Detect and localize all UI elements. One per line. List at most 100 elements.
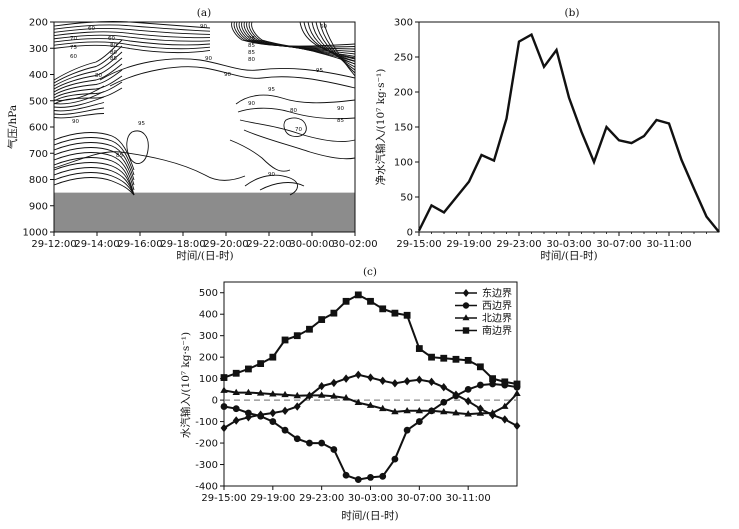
panel-c-west-boundary-marker (257, 412, 265, 420)
panel-c-legend-label: 北边界 (482, 313, 512, 325)
panel-c-west-boundary-marker (318, 439, 326, 447)
panel-c-south-boundary-marker (415, 345, 423, 352)
panel-c-west-boundary-marker (367, 474, 374, 481)
panel-b-y-tick-label: 0 (407, 228, 413, 239)
panel-a-contour-label: 60 (108, 36, 115, 42)
panel-a-contour-label: 90 (224, 72, 231, 78)
panel-a-contour-line (53, 151, 246, 181)
panel-a-y-tick-label: 700 (29, 149, 48, 160)
panel-c-y-tick-label: 0 (212, 396, 218, 407)
panel-c-legend-marker (462, 302, 470, 309)
panel-c-west-boundary-marker (354, 476, 362, 483)
panel-c-north-boundary-marker (342, 394, 350, 401)
panel-a-contour-line (311, 21, 356, 68)
panel-c-south-boundary-marker (452, 355, 460, 363)
panel-c-east-boundary-marker (379, 376, 387, 385)
panel-a-contour-line (53, 39, 123, 81)
panel-c-north-boundary-marker (501, 402, 509, 409)
panel-a-contour-label: 75 (70, 45, 77, 51)
panel-a-contour-line (53, 57, 123, 90)
panel-a-y-tick-label: 800 (29, 175, 48, 186)
panel-c-east-boundary-marker (391, 379, 399, 388)
panel-c-legend-label: 西边界 (482, 300, 512, 312)
panel-c-east-boundary-marker (403, 377, 411, 386)
panel-c-south-boundary-marker (464, 356, 472, 364)
panel-c-west-boundary-marker (415, 418, 423, 425)
panel-b-x-label: 时间/(日-时) (540, 249, 597, 262)
panel-a-contour-line (233, 21, 356, 48)
panel-c-west-boundary-marker (452, 392, 460, 400)
panel-c-south-boundary-marker (245, 365, 252, 373)
panel-c-west-boundary-marker (391, 455, 399, 463)
panel-c-east-boundary-marker (269, 408, 277, 418)
panel-a-contour-line (307, 21, 356, 65)
panel-a-contour-label: 90 (200, 24, 207, 30)
panel-c-north-boundary-marker (354, 398, 362, 406)
panel-b-x-tick-label: 29-15:00 (396, 239, 441, 250)
panel-a-contour-line (53, 45, 123, 84)
panel-a-contour-line (53, 51, 123, 87)
panel-a-contour-line (283, 117, 307, 137)
panel-a-contour-line (251, 21, 356, 65)
panel-a-contour-label: 90 (337, 106, 344, 112)
panel-a-y-tick-label: 400 (29, 70, 48, 81)
panel-a-contours (53, 21, 356, 196)
panel-c-west-boundary-marker (330, 446, 338, 453)
panel-a-contour-label: 90 (72, 119, 79, 125)
panel-a-contour-line (229, 139, 291, 172)
panel-c-north-boundary-marker (244, 388, 253, 395)
panel-a-y-tick-label: 900 (29, 201, 48, 212)
panel-c-legend-marker (462, 314, 470, 321)
panel-a-contour-line (53, 167, 135, 196)
panel-a-contour-label: 95 (316, 68, 323, 74)
panel-b-series-line (417, 32, 720, 233)
panel-c-west-boundary-marker (440, 398, 448, 406)
panel-a-contour-line (235, 94, 356, 105)
panel-a-contour-label: 60 (88, 26, 95, 32)
panel-a-contour-line (53, 157, 135, 196)
panel-c-frame (223, 281, 518, 487)
panel-a-contour-line (315, 21, 356, 71)
panel-a-x-ticks: 29-12:0029-14:0029-16:0029-18:0029-20:00… (31, 232, 378, 250)
panel-a-contour-line (53, 63, 123, 93)
panel-a-contour-label: 80 (248, 57, 255, 63)
panel-c-south-boundary-marker (306, 325, 313, 333)
panel-c-north-boundary-marker (269, 390, 277, 397)
panel-a-contour-label: 70 (295, 127, 302, 133)
panel-a-x-tick-label: 30-00:00 (289, 239, 334, 250)
panel-a-contour-line (53, 41, 211, 50)
panel-a-contour-line (53, 34, 211, 42)
panel-a-contour-label: 85 (337, 118, 344, 124)
panel-b-y-tick-label: 100 (394, 158, 413, 169)
panel-c-west-boundary-marker (269, 418, 277, 425)
panel-a-contour-line (53, 147, 135, 186)
panel-c-label: (c) (363, 266, 377, 278)
panel-a-y-tick-label: 500 (29, 96, 48, 107)
panel-a-y-label: 气压/hPa (6, 105, 19, 149)
panel-c-legend-marker (462, 289, 470, 297)
panel-c-y-ticks: -400 -300 -200 -100 0 100 200 300 400 500 (195, 288, 224, 493)
panel-c-east-boundary-marker (220, 423, 228, 433)
panel-c-north-boundary-marker (366, 401, 375, 408)
panel-c-west-boundary-marker (489, 380, 496, 388)
panel-a-contour-line (259, 182, 305, 191)
panel-c-south-boundary-marker (367, 297, 374, 305)
panel-a-contour-line (53, 85, 105, 101)
panel-a-contour-line (243, 129, 356, 160)
panel-a-contour-line (244, 174, 298, 196)
panel-a-contour-line (246, 21, 356, 60)
panel-a-contour-label: 60 (70, 54, 77, 60)
panel-b-x-tick-label: 30-11:00 (646, 239, 691, 250)
panel-a-contour-label: 80 (110, 50, 117, 56)
panel-c-x-tick-label: 30-11:00 (446, 493, 491, 504)
panel-c-north-boundary-marker (281, 390, 289, 398)
panel-c-east-boundary-marker (354, 370, 362, 379)
panel-c-legend-label: 南边界 (482, 324, 512, 337)
panel-c-y-tick-label: 400 (199, 310, 218, 321)
panel-a-contour-line (53, 75, 123, 99)
panel-c-west-boundary-marker (220, 403, 228, 410)
panel-c-south-boundary-marker (440, 354, 448, 362)
panel-a-contour-label: 85 (248, 50, 255, 56)
panel-c-north-boundary-marker (452, 409, 460, 416)
